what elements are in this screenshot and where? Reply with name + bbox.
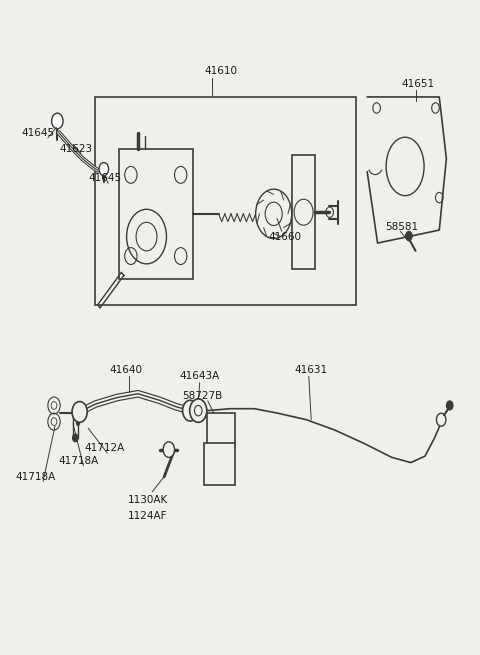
Circle shape bbox=[72, 434, 78, 442]
Bar bbox=[204, 443, 235, 485]
Text: 1124AF: 1124AF bbox=[128, 511, 167, 521]
Circle shape bbox=[406, 231, 412, 240]
Circle shape bbox=[190, 399, 207, 422]
Circle shape bbox=[163, 442, 175, 457]
Bar bbox=[292, 155, 315, 269]
Text: 41645: 41645 bbox=[22, 128, 55, 138]
Text: 41660: 41660 bbox=[269, 232, 301, 242]
Text: 58727B: 58727B bbox=[182, 390, 222, 401]
Text: 41712A: 41712A bbox=[84, 443, 125, 453]
Text: 41645: 41645 bbox=[88, 173, 121, 183]
Bar bbox=[207, 413, 235, 445]
Text: 41610: 41610 bbox=[204, 66, 238, 76]
Circle shape bbox=[52, 113, 63, 129]
Text: 58581: 58581 bbox=[385, 222, 418, 232]
Text: 41643A: 41643A bbox=[180, 371, 220, 381]
Circle shape bbox=[446, 401, 453, 410]
Circle shape bbox=[72, 402, 87, 422]
Text: 41651: 41651 bbox=[401, 79, 434, 89]
Circle shape bbox=[136, 222, 157, 251]
Text: 41623: 41623 bbox=[60, 144, 93, 154]
Bar bbox=[119, 149, 192, 279]
Circle shape bbox=[256, 189, 292, 238]
Circle shape bbox=[127, 210, 167, 264]
Circle shape bbox=[182, 400, 198, 421]
Text: 41631: 41631 bbox=[295, 365, 328, 375]
Bar bbox=[96, 97, 356, 305]
Circle shape bbox=[99, 162, 108, 176]
Text: 41640: 41640 bbox=[109, 365, 143, 375]
Text: 41718A: 41718A bbox=[59, 456, 99, 466]
Circle shape bbox=[436, 413, 446, 426]
Text: 41718A: 41718A bbox=[16, 472, 56, 482]
Text: 1130AK: 1130AK bbox=[127, 495, 168, 504]
Circle shape bbox=[265, 202, 282, 225]
